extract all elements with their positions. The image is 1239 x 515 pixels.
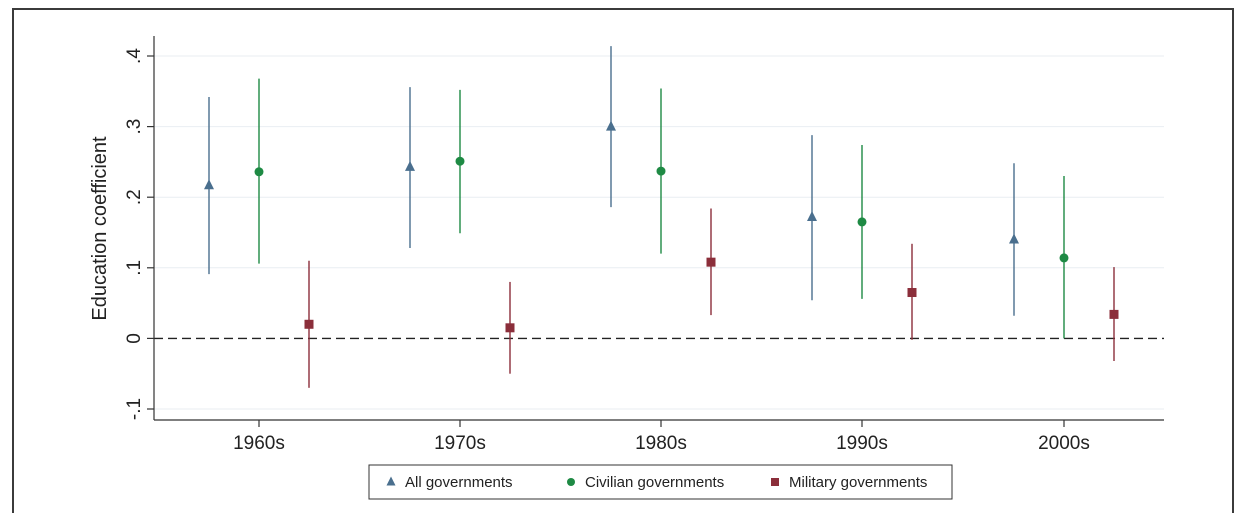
y-tick-label: 0 — [124, 333, 145, 344]
x-tick-label: 2000s — [1038, 433, 1090, 454]
legend-label: All governments — [405, 474, 513, 491]
legend-label: Civilian governments — [585, 474, 724, 491]
marks-layer — [204, 46, 1119, 388]
x-tick-label: 1960s — [233, 433, 285, 454]
y-tick-label: .1 — [124, 260, 145, 276]
data-point — [656, 166, 666, 176]
data-point — [405, 160, 415, 171]
x-tick-label: 1970s — [434, 433, 486, 454]
grid-layer — [154, 55, 1164, 410]
data-point — [505, 323, 515, 333]
data-point — [1059, 253, 1069, 263]
chart-frame: -.1 0 .1 .2 .3 .4 Education coefficient 1960s 19… — [12, 8, 1234, 513]
y-axis-title: Education coefficient — [89, 136, 111, 321]
data-point — [455, 156, 465, 166]
coefficient-chart: -.1 0 .1 .2 .3 .4 Education coefficient 1960s 19… — [89, 36, 1164, 500]
legend-marker — [771, 478, 779, 486]
data-point — [606, 120, 616, 131]
legend-marker — [567, 478, 575, 486]
data-point — [204, 179, 214, 190]
data-point — [857, 217, 867, 227]
y-tick-label: .2 — [124, 189, 145, 205]
data-point — [254, 167, 264, 177]
axes-layer: -.1 0 .1 .2 .3 .4 Education coefficient 1960s 19… — [89, 36, 1164, 454]
legend-marker — [386, 476, 396, 486]
data-point — [907, 288, 917, 298]
y-tick-label: .4 — [124, 48, 145, 64]
legend: All governments Civilian governments Milit… — [368, 464, 953, 500]
data-point — [706, 257, 716, 267]
y-tick-label: -.1 — [124, 398, 145, 420]
data-point — [807, 210, 817, 221]
legend-box — [368, 464, 953, 500]
x-tick-label: 1990s — [836, 433, 888, 454]
legend-label: Military governments — [789, 474, 927, 491]
data-point — [304, 319, 314, 329]
x-tick-label: 1980s — [635, 433, 687, 454]
data-point — [1009, 233, 1019, 244]
data-point — [1109, 309, 1119, 319]
y-tick-label: .3 — [124, 119, 145, 135]
